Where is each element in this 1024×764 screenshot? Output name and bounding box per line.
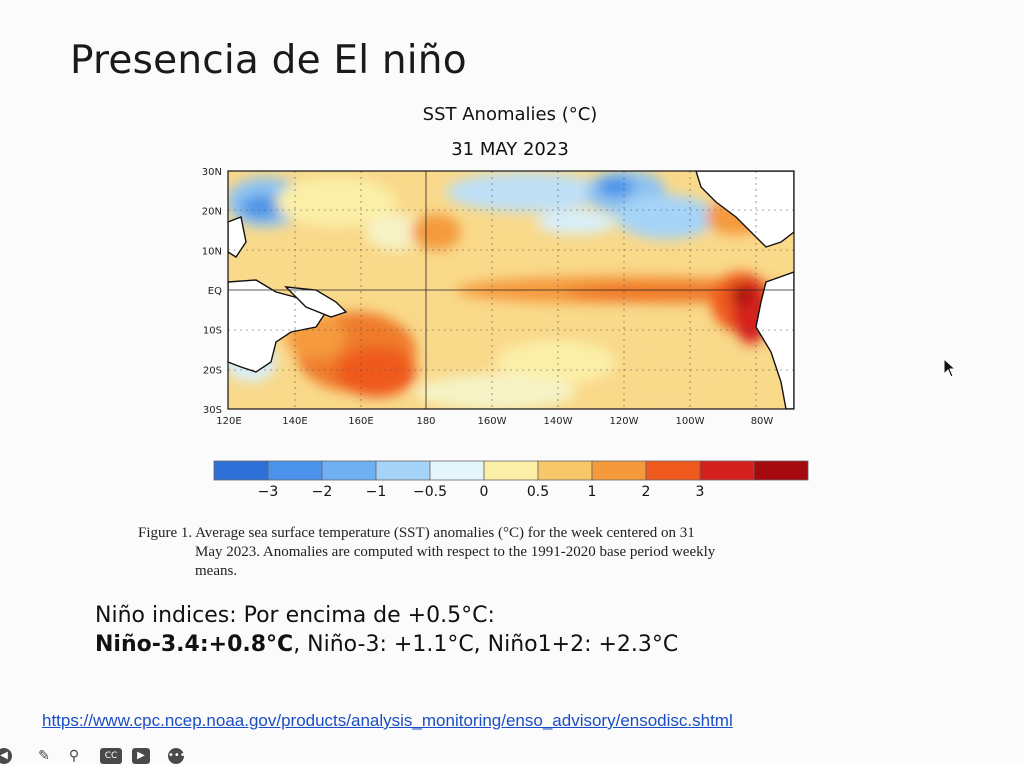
colorbar-swatch bbox=[213, 460, 269, 481]
lat-label: 30N bbox=[202, 167, 222, 178]
colorbar-swatch bbox=[537, 460, 593, 481]
lat-label: 10S bbox=[203, 326, 222, 337]
colorbar-swatch bbox=[591, 460, 647, 481]
colorbar-tick-label: −3 bbox=[258, 484, 279, 500]
colorbar-tick-label: 2 bbox=[642, 484, 651, 500]
camera-icon[interactable]: ▶ bbox=[132, 748, 150, 764]
cpc-link[interactable]: https://www.cpc.ncep.noaa.gov/products/a… bbox=[42, 711, 733, 730]
map-title: SST Anomalies (°C) bbox=[422, 104, 598, 125]
colorbar-tick-label: 3 bbox=[696, 484, 705, 500]
other-indices: , Niño-3: +1.1°C, Niño1+2: +2.3°C bbox=[293, 632, 679, 657]
lon-label: 160E bbox=[348, 416, 373, 427]
colorbar-swatch bbox=[321, 460, 377, 481]
colorbar-tick-label: −2 bbox=[312, 484, 333, 500]
colorbar-tick-label: 0 bbox=[480, 484, 489, 500]
map-date: 31 MAY 2023 bbox=[451, 139, 569, 160]
zoom-icon[interactable]: ⚲ bbox=[68, 748, 80, 764]
colorbar-tick-label: 1 bbox=[588, 484, 597, 500]
more-icon[interactable]: ••• bbox=[168, 748, 186, 764]
caption-line-3: means. bbox=[195, 563, 238, 579]
slide-title: Presencia de El niño bbox=[70, 38, 467, 83]
colorbar-swatch bbox=[483, 460, 539, 481]
lat-label: 30S bbox=[203, 405, 222, 416]
cc-icon[interactable]: CC bbox=[100, 748, 122, 764]
lon-label: 140E bbox=[282, 416, 307, 427]
lon-label: 120E bbox=[216, 416, 241, 427]
lon-label: 100W bbox=[676, 416, 705, 427]
lon-label: 80W bbox=[751, 416, 774, 427]
lat-label: 10N bbox=[202, 246, 222, 257]
lon-label: 180 bbox=[416, 416, 435, 427]
colorbar: −3 −2 −1 −0.5 0 0.5 1 2 3 bbox=[213, 460, 809, 500]
sst-anomaly-map: 30N 20N 10N EQ 10S 20S 30S 120E 140E 160E 180 160W… bbox=[202, 167, 795, 427]
lat-label: 20N bbox=[202, 207, 222, 218]
colorbar-swatch bbox=[699, 460, 755, 481]
lon-label: 160W bbox=[478, 416, 507, 427]
colorbar-swatch bbox=[645, 460, 701, 481]
colorbar-tick-label: −0.5 bbox=[413, 484, 447, 500]
colorbar-swatch bbox=[375, 460, 431, 481]
mouse-cursor-icon bbox=[943, 358, 957, 378]
pen-icon[interactable]: ✎ bbox=[38, 748, 50, 764]
colorbar-tick-label: −1 bbox=[366, 484, 387, 500]
colorbar-tick-label: 0.5 bbox=[527, 484, 549, 500]
lat-label: EQ bbox=[208, 286, 222, 297]
figure-caption: Figure 1. Average sea surface temperatur… bbox=[138, 524, 878, 581]
caption-line-2: May 2023. Anomalies are computed with re… bbox=[195, 544, 716, 560]
colorbar-swatch bbox=[429, 460, 485, 481]
nino34-value: Niño-3.4:+0.8°C bbox=[95, 632, 294, 657]
lon-label: 140W bbox=[544, 416, 573, 427]
indices-values: Niño-3.4:+0.8°C, Niño-3: +1.1°C, Niño1+2… bbox=[95, 630, 678, 659]
indices-heading: Niño indices: Por encima de +0.5°C: bbox=[95, 603, 495, 628]
nino-indices: Niño indices: Por encima de +0.5°C: Niño… bbox=[95, 601, 678, 659]
caption-line-1: Figure 1. Average sea surface temperatur… bbox=[138, 525, 695, 541]
lon-label: 120W bbox=[610, 416, 639, 427]
back-icon[interactable]: ◀ bbox=[0, 748, 12, 764]
colorbar-swatch bbox=[753, 460, 809, 481]
lat-label: 20S bbox=[203, 365, 222, 376]
presentation-toolbar: ◀ ✎ ⚲ CC ▶ ••• bbox=[0, 744, 200, 764]
colorbar-swatch bbox=[267, 460, 323, 481]
